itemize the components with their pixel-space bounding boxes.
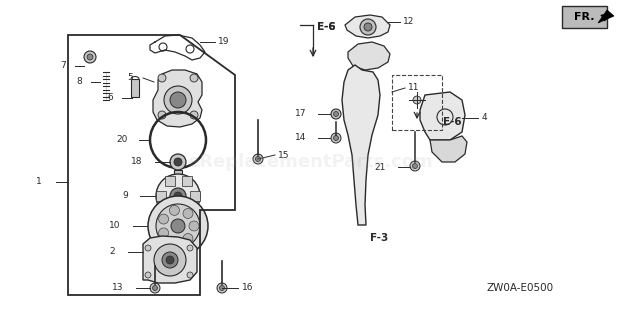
Circle shape	[189, 221, 199, 231]
Polygon shape	[153, 70, 202, 127]
Bar	[562, 6, 607, 28]
Circle shape	[169, 237, 179, 246]
Text: 17: 17	[294, 109, 306, 118]
Text: 6: 6	[107, 94, 113, 103]
Text: 15: 15	[278, 150, 290, 160]
Circle shape	[183, 209, 193, 219]
Circle shape	[166, 256, 174, 264]
Text: 21: 21	[374, 162, 386, 171]
Circle shape	[253, 154, 263, 164]
Circle shape	[360, 19, 376, 35]
Text: eReplacementParts.com: eReplacementParts.com	[187, 153, 433, 171]
Text: ZW0A-E0500: ZW0A-E0500	[487, 283, 554, 293]
Text: 8: 8	[76, 78, 82, 86]
Text: 4: 4	[482, 113, 487, 122]
Circle shape	[413, 96, 421, 104]
Bar	[182, 206, 192, 216]
Circle shape	[84, 51, 96, 63]
Circle shape	[331, 133, 341, 143]
Text: 5: 5	[127, 73, 133, 82]
Circle shape	[187, 272, 193, 278]
Circle shape	[334, 135, 339, 140]
Circle shape	[170, 92, 186, 108]
Text: 14: 14	[294, 134, 306, 143]
Circle shape	[174, 158, 182, 166]
Bar	[156, 191, 166, 201]
Text: 2: 2	[109, 247, 115, 256]
Circle shape	[412, 163, 417, 169]
Circle shape	[156, 204, 200, 248]
Circle shape	[156, 174, 200, 218]
Bar	[392, 75, 442, 130]
Text: 1: 1	[36, 178, 42, 187]
Text: 13: 13	[112, 284, 123, 293]
Circle shape	[217, 283, 227, 293]
Circle shape	[219, 286, 224, 290]
Circle shape	[190, 111, 198, 119]
Circle shape	[187, 245, 193, 251]
Circle shape	[183, 233, 193, 244]
Circle shape	[255, 157, 260, 162]
Circle shape	[150, 283, 160, 293]
Circle shape	[331, 109, 341, 119]
Text: 12: 12	[403, 17, 414, 26]
Circle shape	[145, 272, 151, 278]
Polygon shape	[143, 236, 197, 283]
Text: E-6: E-6	[317, 22, 335, 32]
Circle shape	[162, 252, 178, 268]
Circle shape	[154, 244, 186, 276]
Polygon shape	[345, 15, 390, 38]
Polygon shape	[598, 10, 614, 23]
Circle shape	[153, 286, 157, 290]
Circle shape	[148, 196, 208, 256]
Text: 20: 20	[117, 135, 128, 144]
Circle shape	[159, 214, 169, 224]
Circle shape	[410, 161, 420, 171]
Text: E-6: E-6	[317, 22, 335, 32]
Polygon shape	[348, 42, 390, 70]
Circle shape	[169, 206, 179, 215]
Circle shape	[159, 228, 169, 238]
Bar	[182, 176, 192, 186]
Text: 11: 11	[408, 83, 420, 92]
Circle shape	[190, 74, 198, 82]
Polygon shape	[420, 92, 465, 140]
Text: 9: 9	[122, 192, 128, 201]
Bar	[164, 176, 174, 186]
Text: 7: 7	[60, 61, 66, 70]
Circle shape	[364, 23, 372, 31]
Text: E-6: E-6	[443, 117, 462, 127]
Circle shape	[171, 219, 185, 233]
Circle shape	[170, 188, 186, 204]
Bar	[190, 191, 200, 201]
Text: 18: 18	[130, 157, 142, 166]
Polygon shape	[342, 65, 380, 225]
Circle shape	[164, 86, 192, 114]
Text: 16: 16	[242, 284, 254, 293]
Text: F-3: F-3	[370, 233, 388, 243]
Polygon shape	[430, 136, 467, 162]
Circle shape	[174, 192, 182, 200]
Bar	[131, 79, 139, 97]
Circle shape	[158, 111, 166, 119]
Circle shape	[87, 54, 93, 60]
Circle shape	[158, 74, 166, 82]
Circle shape	[170, 154, 186, 170]
Circle shape	[334, 112, 339, 117]
Text: 19: 19	[218, 38, 229, 46]
Circle shape	[145, 245, 151, 251]
Bar	[174, 170, 182, 184]
Bar	[164, 206, 174, 216]
Text: FR.: FR.	[574, 12, 595, 22]
Text: 10: 10	[108, 222, 120, 231]
